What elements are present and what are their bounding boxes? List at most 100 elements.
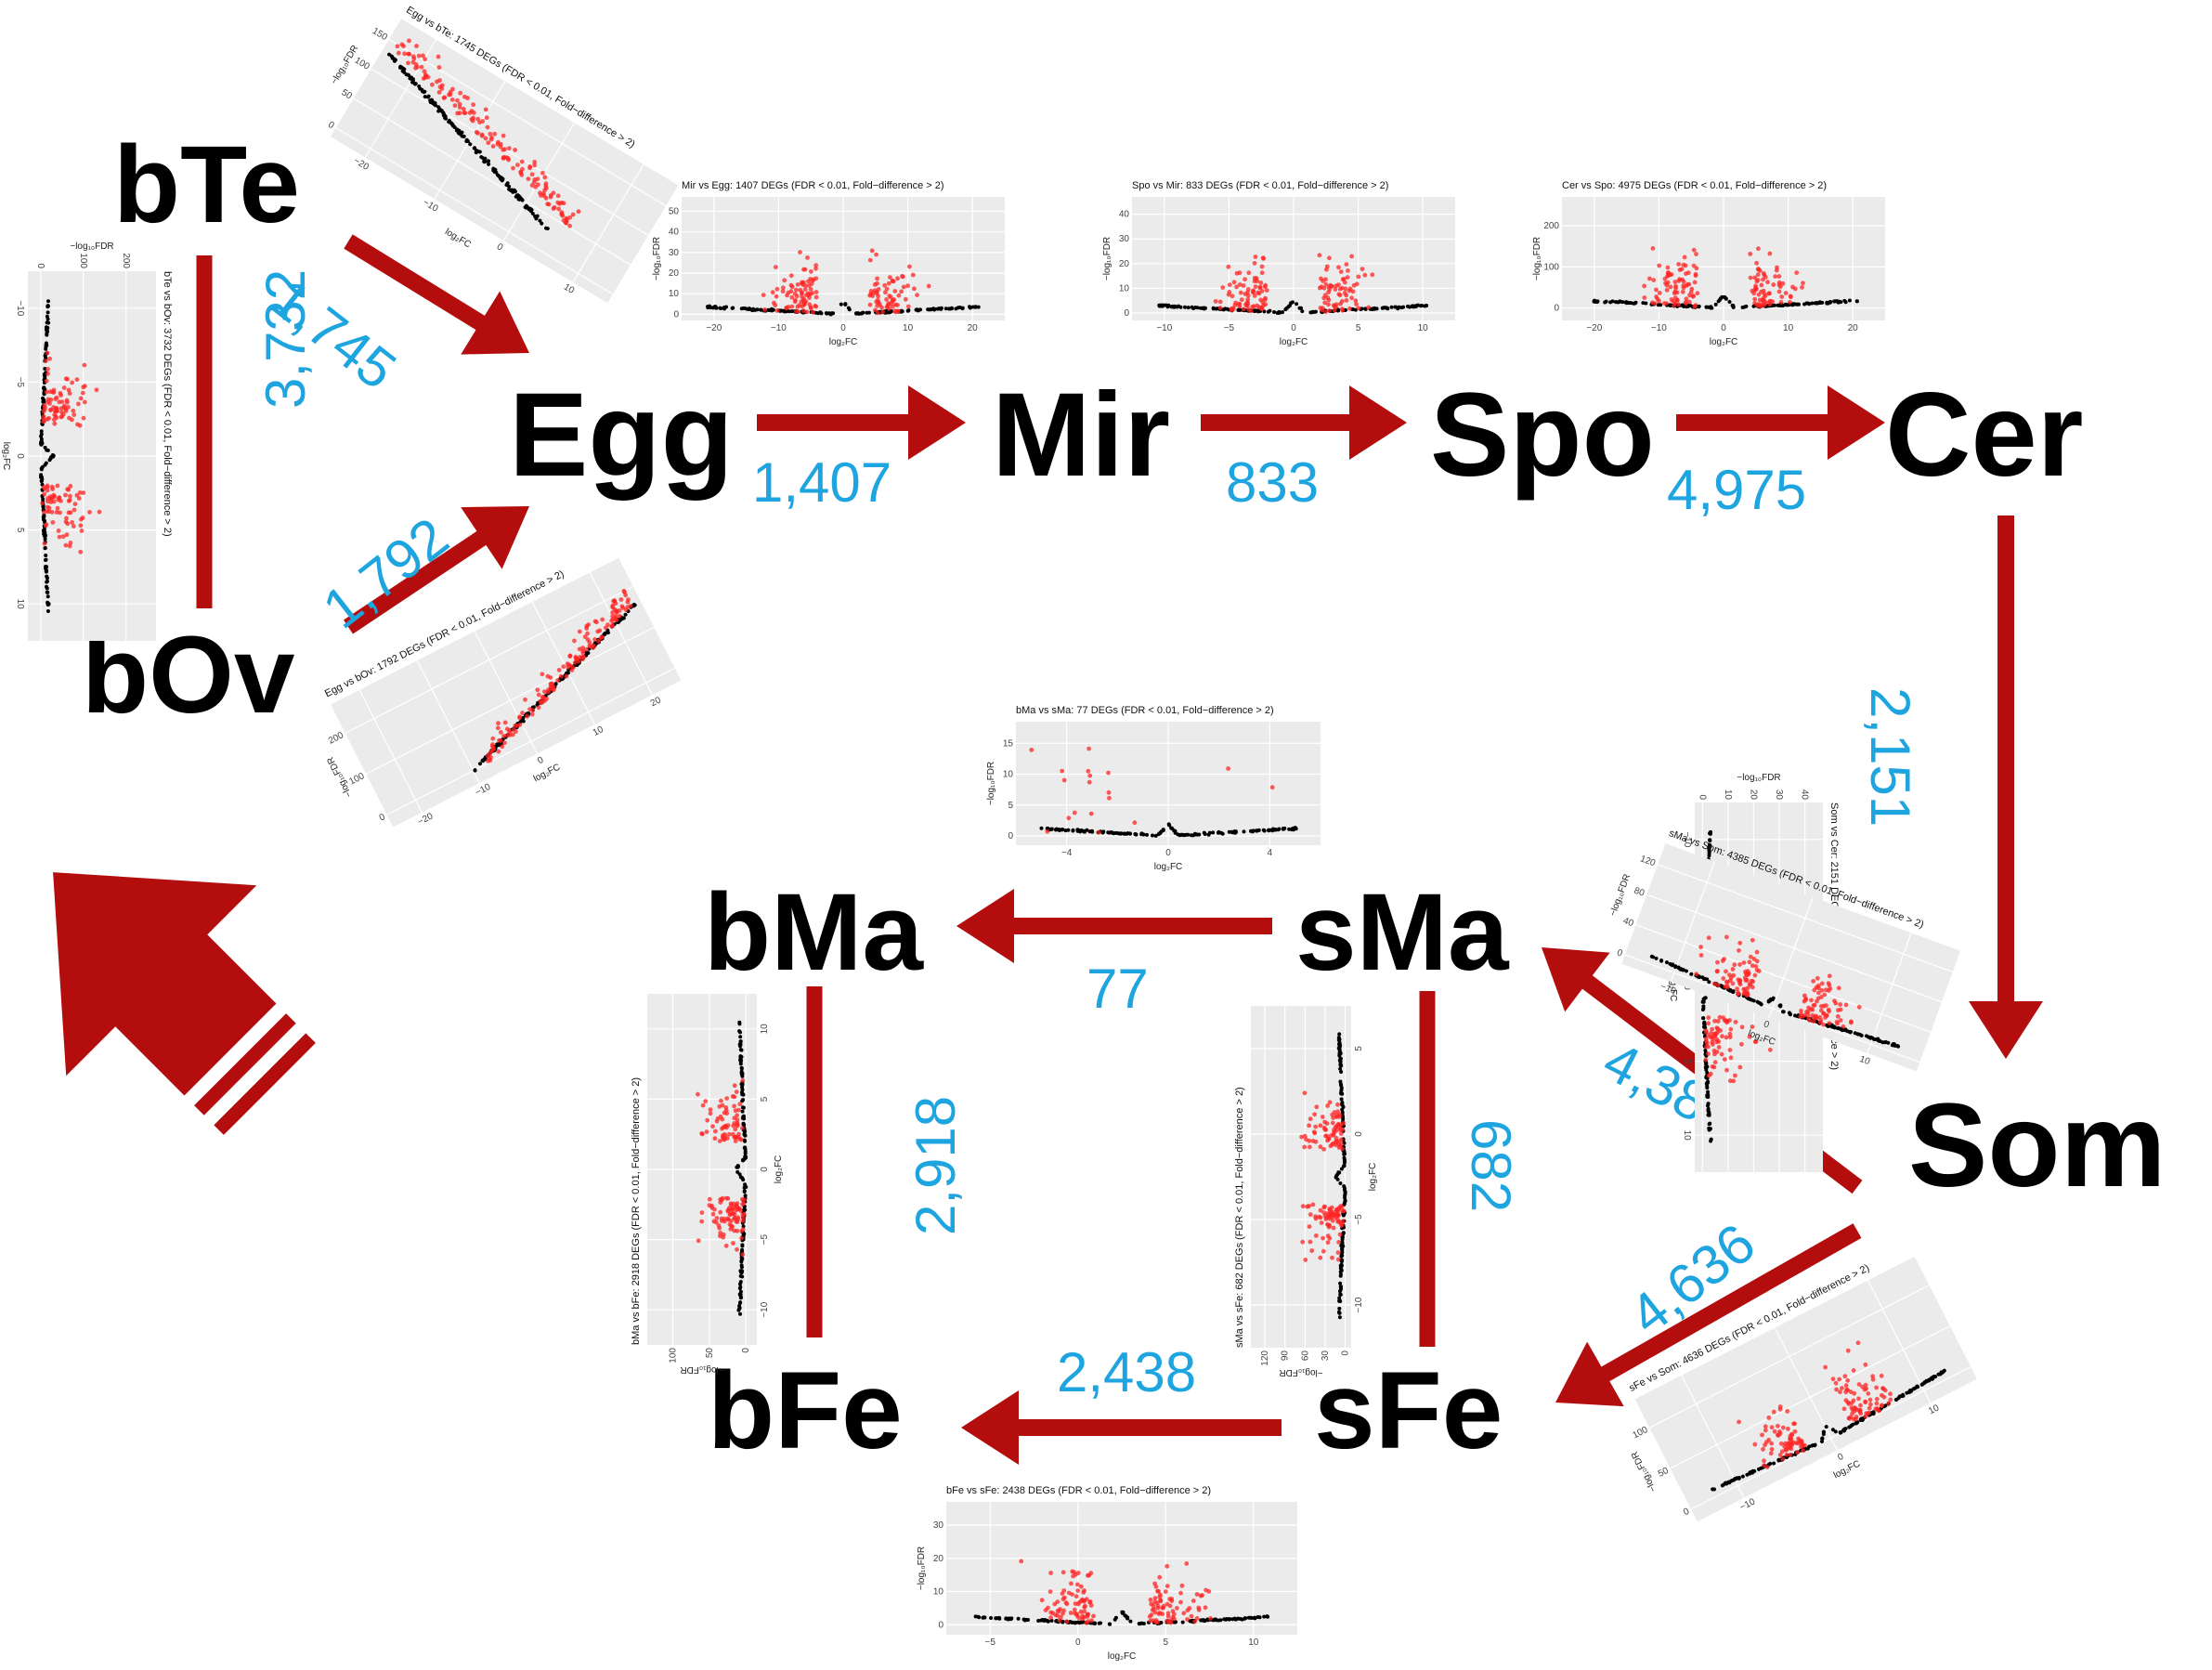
x-tick-label: 10 [1248, 1637, 1259, 1648]
y-tick-label: 30 [1774, 789, 1784, 801]
node-sma: sMa [1295, 871, 1509, 994]
y-tick-label: 120 [1639, 854, 1658, 868]
y-tick-label: 20 [933, 1554, 944, 1564]
y-axis-label: −log₁₀FDR [1102, 237, 1113, 281]
x-tick-label: 0 [536, 755, 545, 767]
x-axis-label: log₂FC [1154, 862, 1183, 872]
y-axis-label: −log₁₀FDR [652, 237, 662, 281]
volcano-plot-svg: bMa vs bFe: 2918 DEGs (FDR < 0.01, Fold−… [631, 994, 784, 1375]
data-points [1649, 934, 1901, 1049]
y-tick-label: 90 [1281, 1350, 1291, 1362]
x-tick-label: −5 [1354, 1214, 1364, 1225]
node-bte: bTe [113, 124, 301, 246]
x-tick-label: 5 [15, 528, 25, 533]
plot-title: Spo vs Mir: 833 DEGs (FDR < 0.01, Fold−d… [1132, 180, 1388, 191]
x-tick-label: 20 [1848, 323, 1859, 333]
x-tick-label: 0 [1291, 323, 1296, 333]
y-tick-label: 100 [1543, 262, 1559, 272]
plot-title: sMa vs sFe: 682 DEGs (FDR < 0.01, Fold−d… [1234, 1087, 1245, 1348]
y-tick-label: 0 [35, 263, 46, 268]
y-tick-label: 0 [938, 1620, 943, 1630]
y-tick-label: 30 [1321, 1350, 1331, 1362]
count-cer-som: 2,151 [1859, 687, 1921, 828]
volcano-plot: bMa vs bFe: 2918 DEGs (FDR < 0.01, Fold−… [627, 986, 785, 1376]
x-axis-label: log₂FC [1280, 337, 1308, 347]
arrow-sfe-bfe [961, 1390, 1282, 1465]
x-tick-label: 5 [1354, 1046, 1364, 1051]
node-mir: Mir [992, 369, 1170, 502]
y-tick-label: 100 [78, 253, 88, 268]
y-tick-label: 30 [1119, 234, 1130, 244]
x-tick-label: 5 [1682, 1059, 1692, 1064]
y-tick-label: 0 [673, 309, 679, 320]
x-axis-label: log₂FC [1710, 337, 1738, 347]
x-tick-label: −10 [1651, 323, 1667, 333]
y-tick-label: 10 [1723, 789, 1733, 801]
data-points [1157, 253, 1429, 315]
x-tick-label: −10 [15, 300, 25, 316]
x-tick-label: 0 [760, 1167, 770, 1172]
x-tick-label: −5 [15, 377, 25, 388]
plot-panel [330, 19, 679, 304]
node-bma: bMa [704, 871, 923, 994]
plot-panel [1251, 1006, 1351, 1348]
y-tick-label: 50 [669, 207, 680, 217]
count-egg-mir: 1,407 [752, 451, 892, 514]
x-axis-label: log₂FC [774, 1155, 784, 1184]
count-sfe-bfe: 2,438 [1057, 1341, 1197, 1403]
node-spo: Spo [1430, 369, 1655, 502]
x-tick-label: 10 [15, 599, 25, 610]
x-tick-label: 10 [592, 724, 605, 738]
x-tick-label: 0 [15, 453, 25, 459]
arrow-cer-som [1969, 515, 2043, 1059]
plot-title: Cer vs Spo: 4975 DEGs (FDR < 0.01, Fold−… [1562, 180, 1827, 191]
x-tick-label: 0 [840, 323, 846, 333]
x-tick-label: 5 [1356, 323, 1361, 333]
arrow-spo-cer [1676, 385, 1885, 460]
x-tick-label: 0 [1354, 1131, 1364, 1137]
y-tick-label: 200 [121, 253, 131, 268]
volcano-plot-svg: Egg vs bOv: 1792 DEGs (FDR < 0.01, Fold−… [323, 557, 682, 828]
volcano-plot-svg: sMa vs sFe: 682 DEGs (FDR < 0.01, Fold−d… [1234, 1006, 1378, 1377]
data-points [696, 1020, 748, 1316]
volcano-plot-svg: Spo vs Mir: 833 DEGs (FDR < 0.01, Fold−d… [1102, 180, 1455, 347]
x-tick-label: −10 [1354, 1297, 1364, 1312]
y-tick-label: 0 [1124, 308, 1129, 319]
data-points [1299, 1032, 1347, 1320]
y-tick-label: 150 [371, 26, 389, 43]
volcano-plot: Mir vs Egg: 1407 DEGs (FDR < 0.01, Fold−… [650, 176, 1012, 348]
plot-title: bMa vs sMa: 77 DEGs (FDR < 0.01, Fold−di… [1016, 705, 1274, 716]
plot-title: bFe vs sFe: 2438 DEGs (FDR < 0.01, Fold−… [946, 1485, 1211, 1496]
x-tick-label: 0 [1763, 1019, 1771, 1030]
y-tick-label: 15 [1003, 738, 1014, 749]
y-tick-label: 5 [1008, 801, 1013, 811]
y-tick-label: 30 [669, 248, 680, 258]
x-tick-label: 0 [1165, 848, 1171, 858]
y-tick-label: 20 [669, 268, 680, 279]
y-axis-label: −log₁₀FDR [1737, 773, 1780, 783]
volcano-plot: bMa vs sMa: 77 DEGs (FDR < 0.01, Fold−di… [984, 701, 1328, 873]
y-axis-label: −log₁₀FDR [917, 1546, 927, 1590]
count-mir-spo: 833 [1226, 451, 1320, 514]
arrow-som-sfe [1555, 1223, 1862, 1407]
node-bfe: bFe [708, 1350, 903, 1472]
data-points [1592, 246, 1859, 310]
data-points [1711, 1340, 1946, 1492]
y-axis-label: −log₁₀FDR [70, 241, 113, 252]
data-points [473, 588, 637, 773]
volcano-plot-svg: bTe vs bOv: 3732 DEGs (FDR < 0.01, Fold−… [1, 241, 173, 641]
data-points [39, 299, 102, 613]
y-axis-label: −log₁₀FDR [680, 1364, 723, 1375]
y-tick-label: 30 [933, 1520, 944, 1531]
x-tick-label: 20 [968, 323, 979, 333]
x-tick-label: −10 [1659, 982, 1677, 997]
y-tick-label: 40 [1800, 789, 1810, 801]
y-tick-label: 0 [1616, 947, 1624, 959]
y-tick-label: 0 [1682, 1507, 1691, 1519]
big-return-arrow [53, 872, 316, 1135]
node-som: Som [1908, 1079, 2166, 1212]
y-tick-label: 40 [1621, 916, 1635, 929]
x-tick-label: 10 [562, 282, 577, 296]
count-sma-bma: 77 [1086, 958, 1149, 1020]
